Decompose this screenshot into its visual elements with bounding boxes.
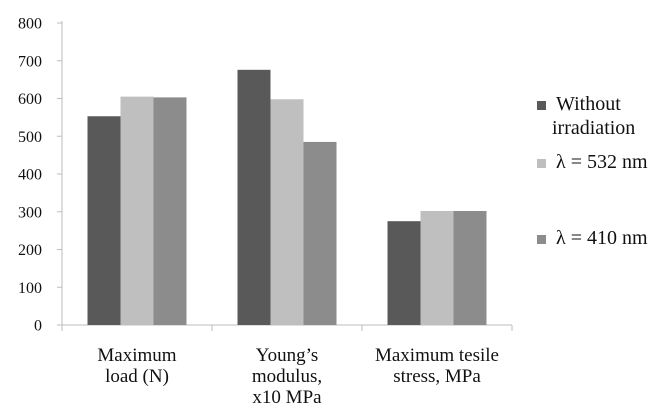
bar <box>453 210 487 325</box>
legend-swatch <box>537 235 546 244</box>
legend-label: λ = 410 nm <box>556 227 648 249</box>
legend-label-line: λ = 532 nm <box>556 151 648 173</box>
legend-label-line: Without <box>556 93 621 115</box>
category-label-line: stress, MPa <box>393 366 481 387</box>
category-label-line: Maximum tesile <box>375 345 499 366</box>
category-label-line: load (N) <box>105 366 169 387</box>
legend: Without irradiation λ = 532 nm λ = 410 nm <box>537 93 648 249</box>
y-tick-label: 100 <box>18 280 42 297</box>
bar <box>387 221 421 325</box>
legend-swatch <box>537 159 546 168</box>
bar <box>120 96 154 325</box>
category-labels: Maximum load (N) Young’s modulus, x10 MPa Max… <box>97 345 499 408</box>
bar <box>87 116 121 326</box>
y-tick-label: 700 <box>18 53 42 70</box>
y-tick-label: 300 <box>18 204 42 221</box>
bar <box>420 210 454 325</box>
legend-label: Without irradiation <box>552 93 635 139</box>
category-label-line: x10 MPa <box>252 387 322 408</box>
bars <box>87 69 487 326</box>
legend-swatch <box>537 101 546 110</box>
bar <box>237 69 271 325</box>
category-label: Maximum tesile stress, MPa <box>375 345 499 387</box>
category-label-line: Maximum <box>97 345 176 366</box>
y-tick-label: 200 <box>18 242 42 259</box>
legend-label-line: λ = 410 nm <box>556 227 648 249</box>
y-tick-label: 600 <box>18 91 42 108</box>
category-label-line: Young’s <box>256 345 319 366</box>
bar <box>303 141 337 325</box>
category-label: Young’s modulus, x10 MPa <box>252 345 322 408</box>
category-label-line: modulus, <box>252 366 322 387</box>
category-label: Maximum load (N) <box>97 345 176 387</box>
legend-label-line: irradiation <box>552 117 635 139</box>
y-tick-label: 500 <box>18 129 42 146</box>
y-tick-label: 400 <box>18 167 42 184</box>
legend-label: λ = 532 nm <box>556 151 648 173</box>
bar <box>270 99 304 325</box>
y-tick-label: 0 <box>34 318 42 335</box>
y-tick-label: 800 <box>18 16 42 33</box>
y-tick-labels: 0 100 200 300 400 500 600 700 800 <box>18 16 42 335</box>
bar <box>153 97 187 326</box>
